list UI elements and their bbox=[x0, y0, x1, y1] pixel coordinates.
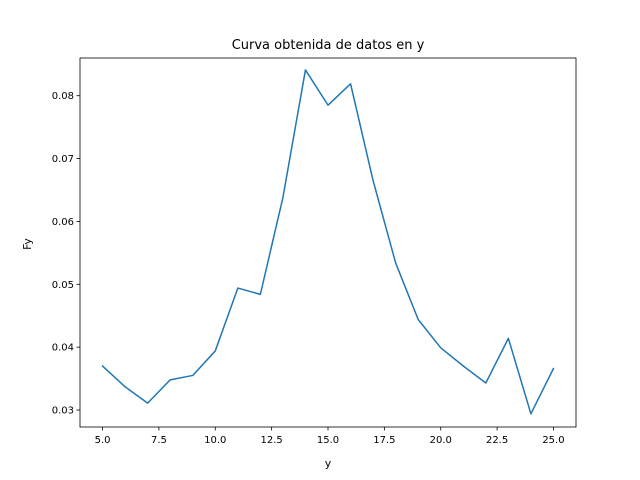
x-tick-label: 5.0 bbox=[95, 435, 111, 446]
x-tick-label: 17.5 bbox=[373, 435, 395, 446]
y-tick-label: 0.05 bbox=[52, 280, 74, 291]
x-tick-label: 7.5 bbox=[151, 435, 167, 446]
y-axis-label: Fy bbox=[21, 238, 34, 250]
y-tick-label: 0.04 bbox=[52, 343, 74, 354]
y-tick-label: 0.03 bbox=[52, 406, 74, 417]
chart-title: Curva obtenida de datos en y bbox=[232, 38, 425, 53]
x-tick-label: 20.0 bbox=[430, 435, 452, 446]
x-axis-ticks: 5.0 7.5 10.0 12.5 15.0 17.5 20.0 22.5 25.0 bbox=[95, 427, 565, 446]
x-axis-label: y bbox=[325, 457, 332, 470]
x-tick-label: 22.5 bbox=[486, 435, 508, 446]
y-tick-label: 0.07 bbox=[52, 154, 74, 165]
x-tick-label: 25.0 bbox=[542, 435, 564, 446]
y-tick-label: 0.06 bbox=[52, 217, 74, 228]
series-line bbox=[101, 69, 555, 415]
y-tick-label: 0.08 bbox=[52, 91, 74, 102]
x-tick-label: 10.0 bbox=[204, 435, 226, 446]
series-layer bbox=[101, 69, 555, 415]
x-tick-label: 12.5 bbox=[261, 435, 283, 446]
y-axis-ticks: 0.03 0.04 0.05 0.06 0.07 0.08 bbox=[52, 91, 80, 417]
x-tick-label: 15.0 bbox=[317, 435, 339, 446]
